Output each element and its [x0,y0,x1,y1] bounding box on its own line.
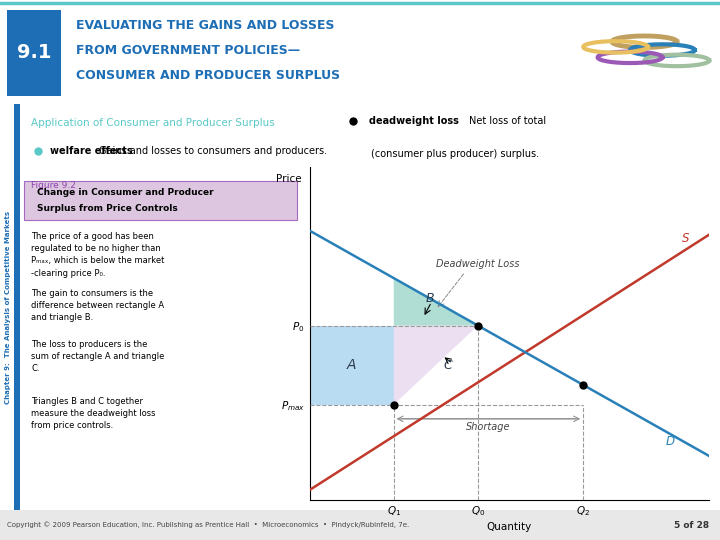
Polygon shape [394,278,478,326]
Bar [14,104,20,510]
Text: FROM GOVERNMENT POLICIES—: FROM GOVERNMENT POLICIES— [76,44,300,57]
X-axis label: Quantity: Quantity [487,522,532,532]
Text: 9.1: 9.1 [17,43,51,62]
Text: $A$: $A$ [346,358,357,372]
Polygon shape [310,326,394,404]
Text: $C$: $C$ [443,359,454,372]
Text: deadweight loss: deadweight loss [369,116,459,126]
Text: (consumer plus producer) surplus.: (consumer plus producer) surplus. [372,148,539,159]
Text: EVALUATING THE GAINS AND LOSSES: EVALUATING THE GAINS AND LOSSES [76,18,334,31]
FancyBboxPatch shape [24,181,297,220]
Text: CONSUMER AND PRODUCER SURPLUS: CONSUMER AND PRODUCER SURPLUS [76,69,340,82]
Text: The gain to consumers is the
difference between rectangle A
and triangle B.: The gain to consumers is the difference … [32,289,164,322]
Text: Shortage: Shortage [466,422,510,432]
Text: The loss to producers is the
sum of rectangle A and triangle
C.: The loss to producers is the sum of rect… [32,340,165,373]
Text: 5 of 28: 5 of 28 [674,521,709,530]
FancyBboxPatch shape [7,10,61,96]
Text: Figure 9.2: Figure 9.2 [32,181,76,191]
Text: Net loss of total: Net loss of total [469,116,546,126]
Text: Deadweight Loss: Deadweight Loss [436,259,520,268]
Text: welfare effects: welfare effects [50,146,132,156]
Text: Copyright © 2009 Pearson Education, Inc. Publishing as Prentice Hall  •  Microec: Copyright © 2009 Pearson Education, Inc.… [7,522,410,529]
Text: Gains and losses to consumers and producers.: Gains and losses to consumers and produc… [99,146,327,156]
Text: Chapter 9:  The Analysis of Competitive Markets: Chapter 9: The Analysis of Competitive M… [4,211,11,404]
Text: $S$: $S$ [681,232,690,245]
Text: The price of a good has been
regulated to be no higher than
Pₘₐₓ, which is below: The price of a good has been regulated t… [32,232,165,278]
Text: Change in Consumer and Producer: Change in Consumer and Producer [37,188,214,197]
Polygon shape [394,326,478,404]
Text: $B$: $B$ [425,292,434,305]
Text: $D$: $D$ [665,435,676,448]
Text: Triangles B and C together
measure the deadweight loss
from price controls.: Triangles B and C together measure the d… [32,396,156,430]
Text: Surplus from Price Controls: Surplus from Price Controls [37,204,178,213]
Text: Price: Price [276,174,302,184]
Text: Application of Consumer and Producer Surplus: Application of Consumer and Producer Sur… [32,118,275,129]
